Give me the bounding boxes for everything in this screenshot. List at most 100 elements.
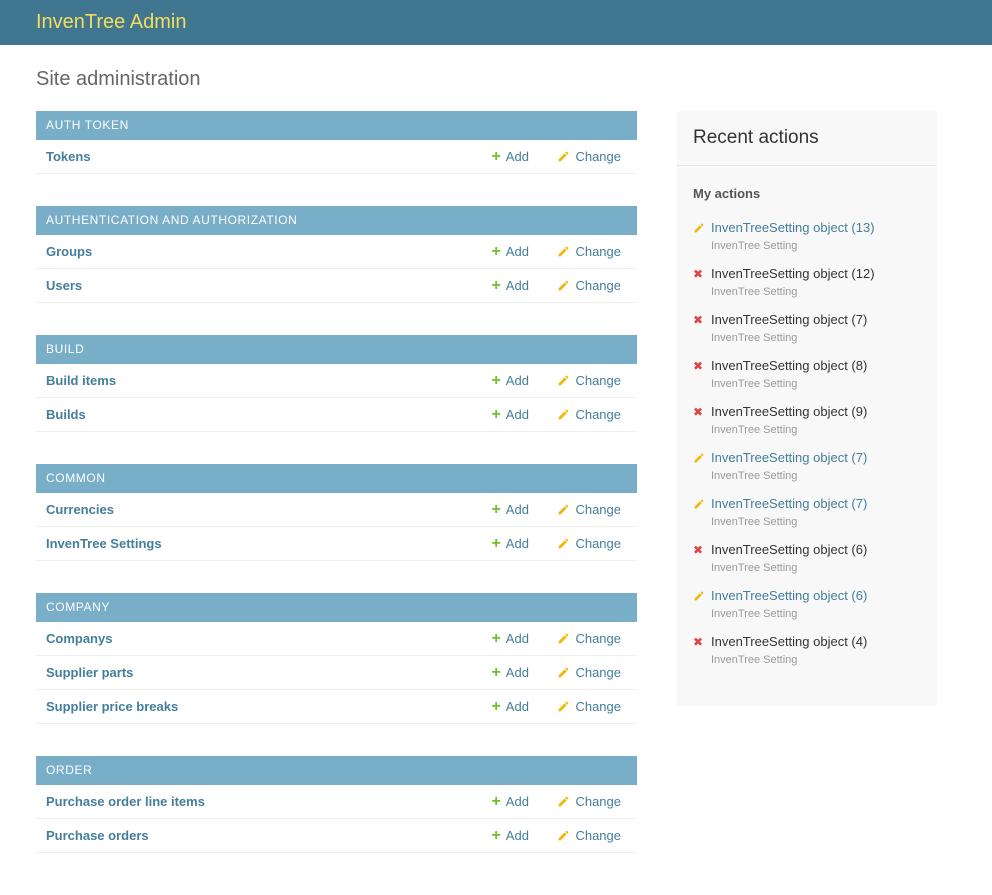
pencil-icon bbox=[557, 150, 570, 163]
add-label: Add bbox=[505, 699, 529, 714]
action-object-link: InvenTreeSetting object (4) bbox=[711, 634, 868, 649]
model-row: Users + Add Change bbox=[36, 269, 637, 303]
my-actions-heading: My actions bbox=[693, 186, 761, 201]
model-link[interactable]: Currencies bbox=[46, 502, 114, 517]
action-object-link[interactable]: InvenTreeSetting object (7) bbox=[711, 450, 868, 465]
model-link[interactable]: Companys bbox=[46, 631, 113, 646]
add-label: Add bbox=[505, 373, 529, 388]
model-rows: Build items + Add Change bbox=[36, 364, 637, 432]
action-object-type: InvenTree Setting bbox=[711, 378, 798, 390]
app-module: AUTH TOKEN Tokens + Add bbox=[36, 111, 637, 174]
add-label: Add bbox=[505, 244, 529, 259]
action-list-item: ✖ InvenTreeSetting object (6) InvenTree … bbox=[693, 542, 921, 575]
model-row: Companys + Add Change bbox=[36, 622, 637, 656]
add-link[interactable]: + Add bbox=[491, 502, 531, 518]
model-link[interactable]: Purchase orders bbox=[46, 828, 149, 843]
model-rows: Companys + Add Change bbox=[36, 622, 637, 724]
change-label: Change bbox=[575, 665, 621, 680]
action-object-link: InvenTreeSetting object (8) bbox=[711, 358, 868, 373]
app-module: BUILD Build items + Add bbox=[36, 335, 637, 432]
model-link[interactable]: Supplier parts bbox=[46, 665, 134, 680]
model-link[interactable]: Tokens bbox=[46, 149, 91, 164]
action-object-link[interactable]: InvenTreeSetting object (7) bbox=[711, 496, 868, 511]
action-object-type: InvenTree Setting bbox=[711, 332, 798, 344]
change-link[interactable]: Change bbox=[557, 149, 621, 164]
change-link[interactable]: Change bbox=[557, 373, 621, 388]
change-label: Change bbox=[575, 699, 621, 714]
pencil-icon bbox=[557, 700, 570, 713]
action-object-type: InvenTree Setting bbox=[711, 516, 798, 528]
change-link[interactable]: Change bbox=[557, 699, 621, 714]
add-label: Add bbox=[505, 149, 529, 164]
add-link[interactable]: + Add bbox=[491, 699, 531, 715]
change-link[interactable]: Change bbox=[557, 828, 621, 843]
add-link[interactable]: + Add bbox=[491, 148, 531, 165]
plus-icon: + bbox=[491, 630, 501, 647]
plus-icon: + bbox=[491, 664, 501, 681]
change-link[interactable]: Change bbox=[557, 502, 621, 517]
plus-icon: + bbox=[491, 535, 501, 552]
change-label: Change bbox=[575, 794, 621, 809]
model-link[interactable]: Build items bbox=[46, 373, 117, 388]
change-link[interactable]: Change bbox=[557, 631, 621, 646]
app-module: ORDER Purchase order line items + Add bbox=[36, 756, 637, 853]
add-link[interactable]: + Add bbox=[491, 793, 531, 810]
add-label: Add bbox=[505, 665, 529, 680]
add-link[interactable]: + Add bbox=[491, 664, 531, 681]
change-link[interactable]: Change bbox=[557, 794, 621, 809]
add-link[interactable]: + Add bbox=[491, 828, 531, 844]
change-link[interactable]: Change bbox=[557, 278, 621, 293]
change-label: Change bbox=[575, 149, 621, 164]
add-link[interactable]: + Add bbox=[491, 278, 531, 294]
module-caption: COMMON bbox=[36, 464, 637, 493]
pencil-icon bbox=[557, 666, 570, 679]
content: Site administration AUTH TOKEN Tokens + … bbox=[0, 68, 992, 895]
action-object-link[interactable]: InvenTreeSetting object (13) bbox=[711, 220, 875, 235]
plus-icon: + bbox=[491, 793, 501, 810]
pencil-icon bbox=[557, 374, 570, 387]
pencil-icon bbox=[557, 829, 570, 842]
action-list-item: ✖ InvenTreeSetting object (12) InvenTree… bbox=[693, 266, 921, 299]
model-link[interactable]: InvenTree Settings bbox=[46, 536, 162, 551]
add-link[interactable]: + Add bbox=[491, 535, 531, 552]
change-link[interactable]: Change bbox=[557, 407, 621, 422]
action-object-link: InvenTreeSetting object (9) bbox=[711, 404, 868, 419]
change-label: Change bbox=[575, 828, 621, 843]
site-title-link[interactable]: InvenTree Admin bbox=[36, 11, 187, 33]
add-link[interactable]: + Add bbox=[491, 243, 531, 260]
pencil-icon bbox=[557, 245, 570, 258]
change-link[interactable]: Change bbox=[557, 244, 621, 259]
recent-actions-panel: Recent actions My actions ✖ InvenTreeSet… bbox=[677, 111, 937, 706]
change-label: Change bbox=[575, 502, 621, 517]
model-rows: Tokens + Add Change bbox=[36, 140, 637, 174]
model-rows: Purchase order line items + Add Chan bbox=[36, 785, 637, 853]
add-link[interactable]: + Add bbox=[491, 372, 531, 389]
action-list-item: ✖ InvenTreeSetting object (4) InvenTree … bbox=[693, 634, 921, 667]
add-label: Add bbox=[505, 631, 529, 646]
model-link[interactable]: Groups bbox=[46, 244, 93, 259]
delete-x-icon: ✖ bbox=[693, 543, 704, 557]
add-label: Add bbox=[505, 278, 529, 293]
model-link[interactable]: Builds bbox=[46, 407, 86, 422]
change-link[interactable]: Change bbox=[557, 536, 621, 551]
model-row: Supplier parts + Add Change bbox=[36, 656, 637, 690]
action-list-item: ✖ InvenTreeSetting object (7) InvenTree … bbox=[693, 450, 921, 483]
pencil-icon bbox=[693, 222, 705, 238]
add-link[interactable]: + Add bbox=[491, 630, 531, 647]
plus-icon: + bbox=[491, 243, 501, 260]
module-list: AUTH TOKEN Tokens + Add bbox=[36, 111, 637, 885]
action-object-link[interactable]: InvenTreeSetting object (6) bbox=[711, 588, 868, 603]
action-object-type: InvenTree Setting bbox=[711, 562, 798, 574]
plus-icon: + bbox=[491, 372, 501, 389]
action-list: ✖ InvenTreeSetting object (13) InvenTree… bbox=[677, 220, 937, 706]
module-caption: BUILD bbox=[36, 335, 637, 364]
pencil-icon bbox=[557, 537, 570, 550]
page-title: Site administration bbox=[36, 68, 201, 90]
plus-icon: + bbox=[491, 148, 501, 165]
model-link[interactable]: Users bbox=[46, 278, 83, 293]
add-link[interactable]: + Add bbox=[491, 407, 531, 423]
model-link[interactable]: Supplier price breaks bbox=[46, 699, 179, 714]
change-link[interactable]: Change bbox=[557, 665, 621, 680]
model-row: Build items + Add Change bbox=[36, 364, 637, 398]
model-link[interactable]: Purchase order line items bbox=[46, 794, 205, 809]
